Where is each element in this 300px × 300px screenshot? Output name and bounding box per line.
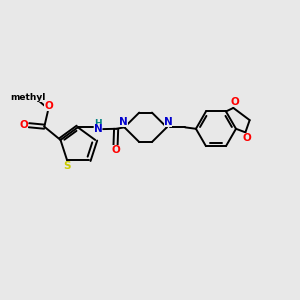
Text: methyl: methyl	[33, 96, 38, 97]
Text: N: N	[164, 117, 172, 127]
Text: S: S	[63, 161, 70, 171]
Text: H: H	[94, 119, 102, 128]
Text: methyl: methyl	[38, 97, 43, 98]
Text: methyl: methyl	[11, 93, 46, 102]
Text: O: O	[230, 97, 239, 107]
Text: N: N	[119, 117, 128, 127]
Text: O: O	[44, 101, 53, 111]
Text: O: O	[111, 145, 120, 155]
Text: O: O	[242, 133, 251, 143]
Text: O: O	[20, 120, 28, 130]
Text: N: N	[94, 124, 102, 134]
